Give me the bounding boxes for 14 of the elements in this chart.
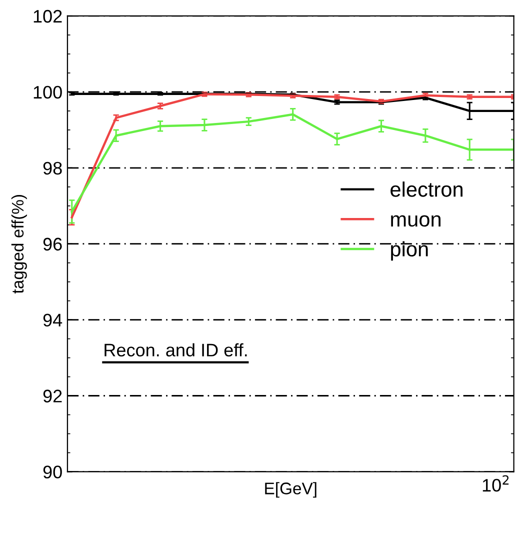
y-tick-label: 100 [34, 86, 62, 99]
y-tick-label: 98 [43, 162, 62, 175]
text: 10$^{2}$ [482, 475, 509, 492]
y-axis-title: tagged eff(%) [11, 194, 27, 294]
legend-label: muon [391, 215, 440, 227]
annotation: Recon. and ID eff. [104, 343, 247, 356]
x-axis-title: E[GeV] [265, 482, 316, 498]
legend-label: electron [390, 182, 462, 197]
y-tick-label: 92 [43, 390, 62, 402]
legend-label: pion [391, 241, 428, 261]
y-tick-label: 96 [43, 238, 62, 251]
y-tick-label: 90 [43, 466, 62, 478]
y-tick-label: 102 [34, 10, 62, 23]
y-tick-label: 94 [43, 314, 62, 327]
